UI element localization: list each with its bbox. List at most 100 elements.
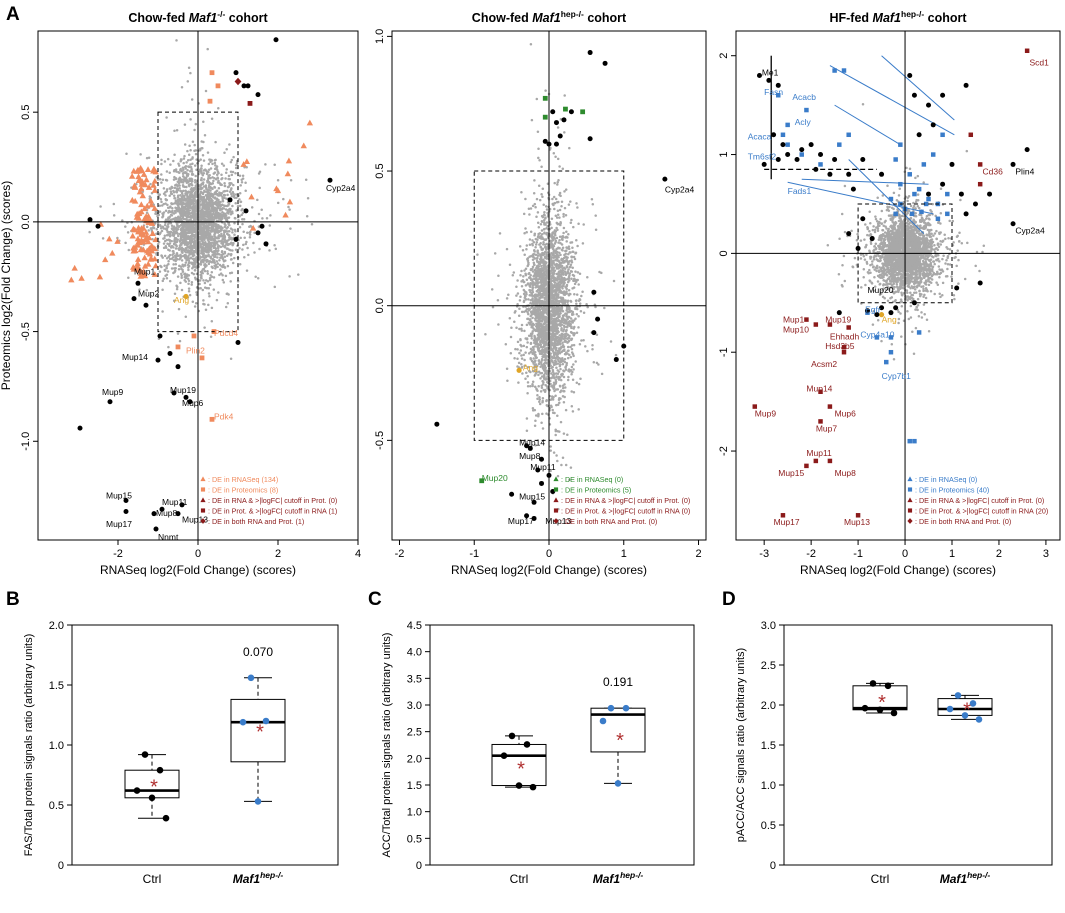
gene-point [200, 147, 204, 150]
gene-point [531, 297, 534, 300]
gene-point [191, 140, 195, 143]
gene-point [238, 192, 242, 195]
gene-point [305, 214, 309, 218]
gene-point [203, 133, 207, 137]
gene-point [534, 205, 537, 209]
gene-point [204, 184, 208, 187]
gene-point [185, 273, 189, 276]
gene-point [241, 248, 244, 251]
gene-point [249, 224, 252, 228]
gene-point [225, 247, 229, 250]
de-point [259, 223, 265, 229]
gene-point [288, 208, 291, 211]
gene-point [531, 322, 535, 325]
legend-text: : DE in RNA & >|logFC| cutoff in Prot. (… [208, 496, 337, 505]
rna-de-triangle [106, 235, 113, 242]
gene-point [505, 367, 509, 371]
gene-point [204, 227, 207, 230]
gene-point [193, 261, 196, 264]
gene-point [531, 255, 535, 258]
rna-de-triangle [128, 173, 136, 179]
y-tick-label: 0.0 [20, 214, 32, 229]
gene-point [195, 225, 198, 229]
gene-point [174, 263, 178, 266]
gene-point [221, 278, 225, 282]
gene-point [567, 232, 570, 236]
gene-point [207, 292, 211, 295]
gene-point [614, 353, 618, 357]
gene-point [582, 311, 586, 315]
gene-point [253, 231, 256, 235]
gene-point [528, 255, 531, 259]
gene-point [184, 231, 187, 234]
gene-point [156, 178, 160, 181]
gene-point [513, 320, 516, 324]
gene-point [565, 230, 568, 234]
gene-point [172, 230, 176, 234]
gene-point [515, 294, 518, 297]
gene-point [204, 204, 208, 207]
gene-point [165, 266, 168, 270]
gene-point [214, 158, 217, 162]
gene-point [207, 262, 211, 266]
gene-point [556, 459, 559, 463]
gene-point [215, 240, 219, 244]
gene-point [229, 248, 232, 252]
gene-point [243, 236, 246, 240]
gene-point [175, 129, 179, 132]
gene-point [229, 242, 232, 245]
gene-point [540, 232, 544, 236]
gene-point [552, 195, 556, 199]
gene-point [244, 181, 247, 184]
gene-point [542, 243, 545, 246]
gene-point [174, 244, 178, 247]
gene-point [223, 266, 227, 269]
gene-point [177, 225, 181, 229]
gene-point [549, 146, 552, 150]
gene-point [227, 174, 231, 178]
gene-point [189, 177, 192, 181]
gene-point [201, 288, 205, 292]
gene-point [213, 171, 217, 174]
gene-label: Plin2 [186, 346, 205, 356]
gene-point [160, 254, 164, 258]
gene-point [232, 241, 235, 245]
gene-point [533, 271, 537, 275]
gene-point [190, 281, 194, 284]
gene-point [189, 248, 193, 252]
gene-point [199, 214, 203, 218]
gene-point [202, 253, 205, 256]
gene-point [573, 325, 576, 329]
gene-point [207, 244, 210, 248]
rna-de-triangle [284, 170, 292, 177]
legend-text: : DE in Proteomics (8) [208, 486, 278, 495]
gene-point [241, 174, 245, 177]
gene-point [580, 339, 583, 342]
gene-point [582, 223, 585, 226]
gene-point [225, 227, 228, 230]
gene-point [254, 275, 257, 279]
gene-point [145, 288, 149, 292]
gene-point [563, 206, 567, 210]
gene-point [576, 271, 580, 274]
gene-point [189, 158, 192, 161]
gene-point [201, 187, 204, 190]
gene-point [561, 357, 564, 360]
gene-point [244, 189, 247, 192]
gene-point [172, 258, 176, 262]
gene-point [189, 234, 193, 238]
gene-point [546, 224, 549, 228]
gene-point [218, 258, 221, 262]
gene-point [560, 257, 563, 261]
prot-de-square [191, 333, 197, 339]
gene-point [529, 347, 533, 351]
gene-point [208, 199, 212, 203]
gene-point [101, 237, 105, 240]
gene-point [221, 245, 225, 248]
gene-point [172, 159, 175, 163]
gene-point [155, 253, 158, 256]
gene-point [222, 164, 226, 167]
gene-point [229, 280, 232, 283]
legend-marker [200, 487, 206, 492]
gene-point [531, 305, 534, 309]
